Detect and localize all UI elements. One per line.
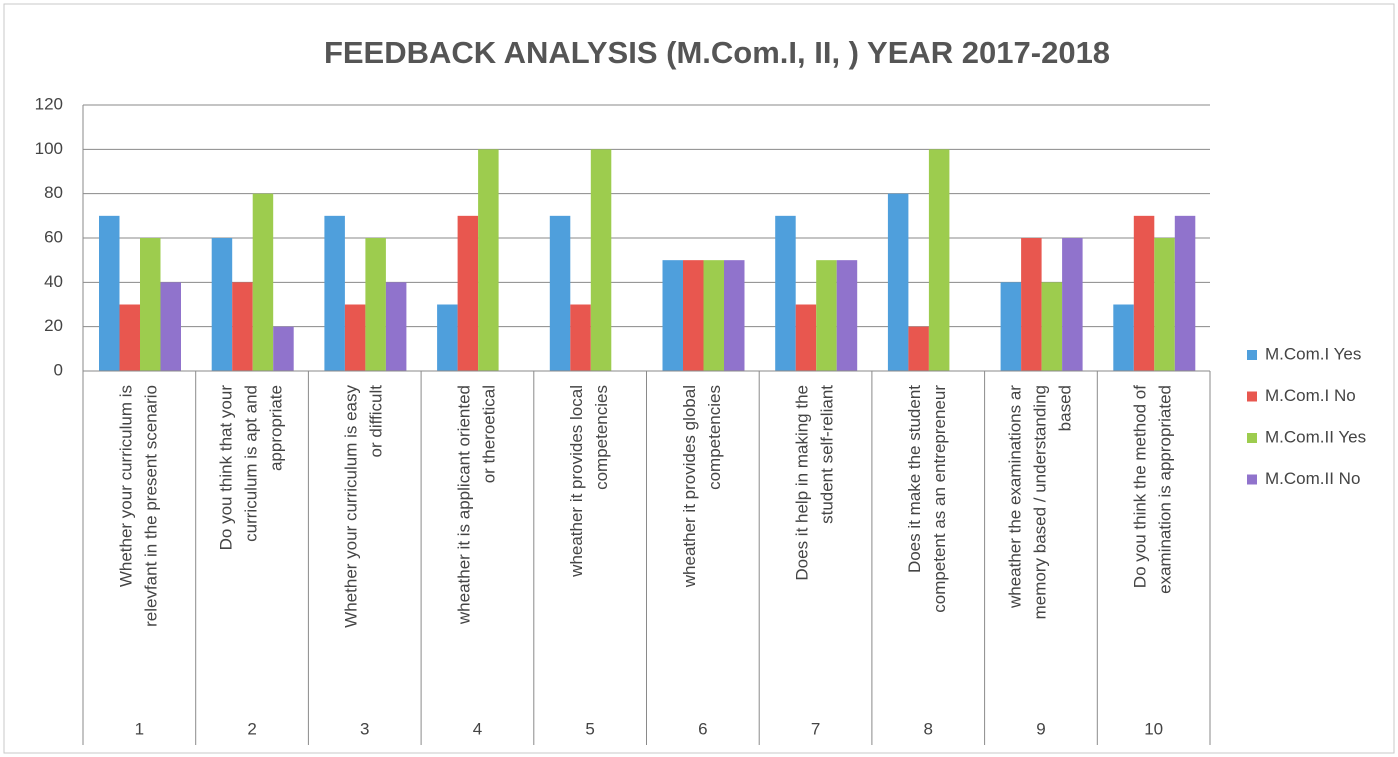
legend-swatch xyxy=(1247,350,1257,360)
x-tick-label: 8 xyxy=(924,719,933,738)
category-description: Do you think the method of xyxy=(1131,385,1150,588)
bar xyxy=(1133,215,1155,371)
y-tick-label: 120 xyxy=(35,94,63,113)
bar xyxy=(1174,215,1196,371)
bar xyxy=(887,193,909,371)
category-description: Does it make the student xyxy=(905,385,924,573)
legend-label: M.Com.II No xyxy=(1265,469,1360,488)
bar xyxy=(273,326,294,371)
legend-label: M.Com.II Yes xyxy=(1265,427,1366,446)
bar xyxy=(662,260,683,371)
bar xyxy=(1154,238,1175,371)
y-tick-label: 60 xyxy=(44,227,63,246)
legend-label: M.Com.I Yes xyxy=(1265,344,1361,363)
bar xyxy=(683,260,704,371)
bar xyxy=(836,260,858,371)
bar xyxy=(344,304,366,371)
legend-swatch xyxy=(1247,391,1257,402)
chart-border xyxy=(3,3,1395,754)
bar xyxy=(99,215,120,371)
bar xyxy=(724,260,745,371)
category-description: competencies xyxy=(705,385,724,490)
category-description: wheather it provides local xyxy=(567,385,586,578)
x-tick-label: 7 xyxy=(811,719,820,738)
chart-title: FEEDBACK ANALYSIS (M.Com.I, II, ) YEAR 2… xyxy=(324,35,1110,70)
bar xyxy=(1113,304,1134,371)
x-tick-label: 9 xyxy=(1036,719,1045,738)
y-tick-label: 0 xyxy=(54,360,63,379)
legend-label: M.Com.I No xyxy=(1265,386,1356,405)
y-tick-label: 80 xyxy=(44,183,63,202)
category-description: competent as an entrepreneur xyxy=(930,385,949,613)
category-description: curriculum is apt and xyxy=(242,385,261,542)
category-description: Whether your curriculum is xyxy=(116,385,135,587)
bar xyxy=(140,238,161,371)
category-description: wheather the examinations ar xyxy=(1005,385,1024,609)
category-description: examination is appropriated xyxy=(1156,385,1175,594)
legend-swatch xyxy=(1247,474,1257,485)
category-description: wheather it provides global xyxy=(680,385,699,588)
bar xyxy=(119,304,140,371)
bar xyxy=(1021,238,1042,371)
bar xyxy=(908,326,929,371)
bar xyxy=(1062,238,1083,371)
x-tick-label: 5 xyxy=(585,719,594,738)
bar xyxy=(590,149,612,371)
bar xyxy=(570,304,591,371)
category-description: appropriate xyxy=(267,385,286,471)
category-description: Whether your curriculum is easy xyxy=(342,385,361,628)
bar xyxy=(816,260,837,371)
x-tick-label: 6 xyxy=(698,719,707,738)
category-description: based xyxy=(1055,385,1074,431)
bar xyxy=(324,215,345,371)
bar xyxy=(703,260,724,371)
x-tick-label: 4 xyxy=(473,719,482,738)
bar xyxy=(211,238,233,371)
bar xyxy=(232,282,253,371)
category-description: wheather it is applicant oriented xyxy=(454,385,473,625)
y-tick-label: 40 xyxy=(44,272,63,291)
bar xyxy=(795,304,817,371)
bar xyxy=(775,215,796,371)
category-description: competencies xyxy=(592,385,611,490)
y-tick-label: 100 xyxy=(35,139,63,158)
bar xyxy=(385,282,407,371)
x-tick-label: 3 xyxy=(360,719,369,738)
category-description: memory based / understanding xyxy=(1030,385,1049,619)
bar xyxy=(437,304,458,371)
legend-swatch xyxy=(1247,433,1257,443)
bar xyxy=(252,193,274,371)
bar xyxy=(928,149,950,371)
y-tick-label: 20 xyxy=(44,316,63,335)
x-tick-label: 2 xyxy=(247,719,256,738)
bar xyxy=(1041,282,1063,371)
bar xyxy=(549,215,571,371)
bar xyxy=(478,149,499,371)
bar xyxy=(457,215,479,371)
category-description: Do you think that your xyxy=(217,385,236,551)
category-description: student self-reliant xyxy=(818,385,837,524)
category-description: or theroetical xyxy=(479,385,498,483)
x-tick-label: 1 xyxy=(135,719,144,738)
category-description: relevfant in the present scenario xyxy=(141,385,160,627)
bar xyxy=(365,238,386,371)
bar xyxy=(160,282,181,371)
bar xyxy=(1000,282,1022,371)
category-description: or difficult xyxy=(367,385,386,458)
category-description: Does it help in making the xyxy=(793,385,812,581)
x-tick-label: 10 xyxy=(1144,719,1163,738)
